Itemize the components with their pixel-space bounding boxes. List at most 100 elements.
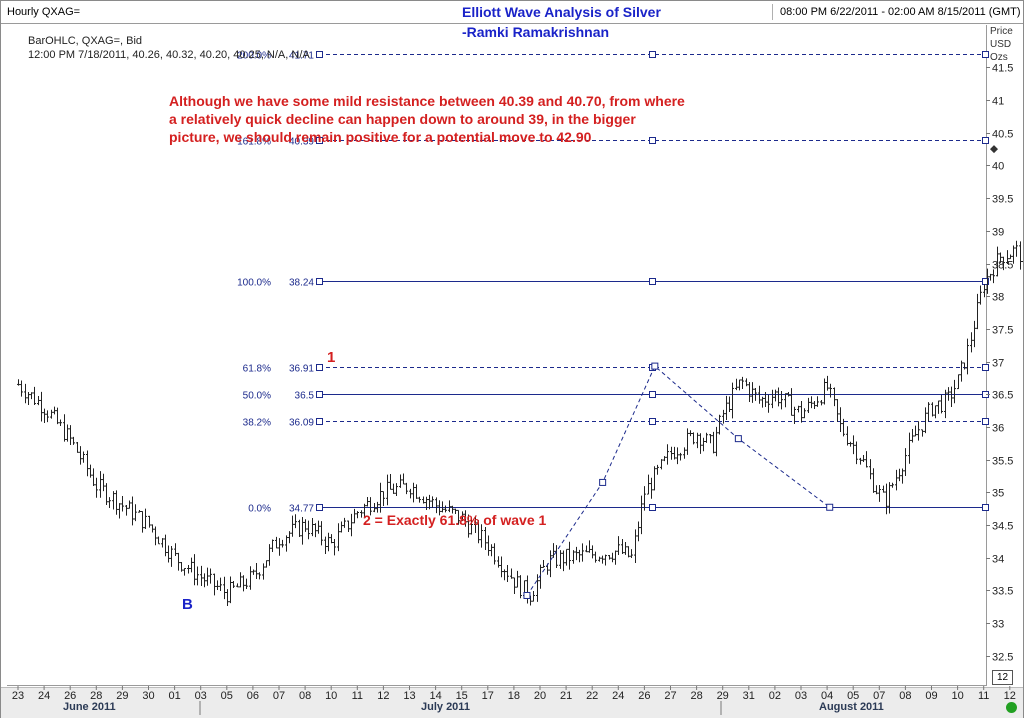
x-tick-label: 17	[482, 690, 494, 702]
axis-title-unit: Ozs	[990, 52, 1008, 63]
fib-level-handle	[316, 364, 323, 371]
header-divider	[772, 4, 773, 20]
fib-level-handle	[649, 51, 656, 58]
month-label-august: August 2011	[819, 701, 884, 713]
fib-level-handle	[649, 391, 656, 398]
fib-level-value: 36.91	[289, 364, 314, 375]
fib-level-value: 40.39	[289, 137, 314, 148]
x-tick-label: 07	[273, 690, 285, 702]
x-tick-label: 26	[638, 690, 650, 702]
fib-level-handle	[649, 418, 656, 425]
plot-area[interactable]	[7, 25, 987, 686]
y-tick-label: 41.5	[992, 63, 1013, 75]
y-tick-label: 36.5	[992, 390, 1013, 402]
last-price-marker	[990, 145, 998, 154]
fib-level-handle	[649, 504, 656, 511]
x-tick-label: 22	[586, 690, 598, 702]
x-tick-label: 14	[429, 690, 441, 702]
x-tick-label: 29	[116, 690, 128, 702]
fib-level-percent: 50.0%	[243, 391, 271, 402]
x-tick-label: 01	[168, 690, 180, 702]
x-tick-label: 28	[690, 690, 702, 702]
y-tick-label: 32.5	[992, 652, 1013, 664]
date-range: 08:00 PM 6/22/2011 - 02:00 AM 8/15/2011 …	[780, 6, 1021, 18]
x-tick-label: 27	[664, 690, 676, 702]
fib-level-percent: 161.8%	[237, 137, 271, 148]
x-tick-label: 12	[377, 690, 389, 702]
y-tick-label: 40.5	[992, 129, 1013, 141]
x-tick-label: 05	[221, 690, 233, 702]
x-tick-label: 02	[769, 690, 781, 702]
x-tick-label: 18	[508, 690, 520, 702]
fib-level-handle	[649, 278, 656, 285]
y-tick-label: 33.5	[992, 586, 1013, 598]
x-tick-label: 04	[821, 690, 833, 702]
x-tick-label: 08	[299, 690, 311, 702]
y-tick-label: 40	[992, 161, 1004, 173]
fib-level-handle	[649, 137, 656, 144]
fib-level-percent: 38.2%	[243, 418, 271, 429]
fib-pattern-handle	[599, 478, 607, 486]
fib-pattern-handle	[651, 362, 659, 370]
month-label-june: June 2011	[63, 701, 116, 713]
axis-title-price: Price	[990, 26, 1013, 37]
x-tick-label: 08	[899, 690, 911, 702]
fib-level-handle	[982, 418, 989, 425]
y-tick-label: 34	[992, 554, 1004, 566]
legend-line-2: 12:00 PM 7/18/2011, 40.26, 40.32, 40.20,…	[28, 49, 310, 61]
wave-b-label: B	[182, 596, 193, 613]
chart-subtitle: -Ramki Ramakrishnan	[462, 24, 610, 40]
y-tick-label: 33	[992, 619, 1004, 631]
x-tick-label: 03	[195, 690, 207, 702]
legend-line-1: BarOHLC, QXAG=, Bid	[28, 35, 143, 47]
fib-level-handle	[316, 51, 323, 58]
y-tick-label: 39	[992, 227, 1004, 239]
commentary-line-3: picture, we should remain positive for a…	[169, 129, 592, 145]
symbol-label: Hourly QXAG=	[7, 6, 81, 18]
y-tick-label: 37	[992, 358, 1004, 370]
fib-pattern-handle	[523, 591, 531, 599]
x-tick-label: 28	[90, 690, 102, 702]
wave-1-label: 1	[327, 349, 336, 366]
fib-level-handle	[982, 137, 989, 144]
fib-pattern	[523, 145, 998, 599]
zoom-badge[interactable]: 12	[992, 670, 1013, 685]
month-label-july: July 2011	[421, 701, 470, 713]
fib-pattern-handle	[734, 435, 742, 443]
x-tick-label: 21	[560, 690, 572, 702]
y-tick-label: 35	[992, 488, 1004, 500]
fib-level-handle	[316, 278, 323, 285]
y-tick-label: 36	[992, 423, 1004, 435]
x-tick-label: 06	[247, 690, 259, 702]
y-tick-label: 35.5	[992, 456, 1013, 468]
status-indicator-icon	[1006, 702, 1017, 713]
x-tick-label: 13	[403, 690, 415, 702]
x-tick-label: 29	[717, 690, 729, 702]
x-tick-label: 10	[951, 690, 963, 702]
y-ticks: 32.5 33 33.5 34 34.5 35 35.5 36 36.5 37 37.5 38 38.5…	[986, 63, 1013, 664]
time-axis[interactable]	[1, 687, 1023, 718]
x-tick-label: 20	[534, 690, 546, 702]
fib-level-handle	[316, 418, 323, 425]
y-tick-label: 39.5	[992, 194, 1013, 206]
price-axis[interactable]: Price USD Ozs	[987, 24, 1023, 686]
x-tick-label: 11	[978, 690, 989, 702]
x-tick-label: 03	[795, 690, 807, 702]
y-tick-label: 34.5	[992, 521, 1013, 533]
y-tick-label: 38	[992, 292, 1004, 304]
fib-level-percent: 61.8%	[243, 364, 271, 375]
title-bar: Hourly QXAG= Elliott Wave Analysis of Si…	[1, 1, 1023, 24]
fib-level-value: 34.77	[289, 504, 314, 515]
x-tick-label: 09	[925, 690, 937, 702]
y-tick-label: 37.5	[992, 325, 1013, 337]
fib-level-percent: 200.0%	[237, 51, 271, 62]
x-tick-label: 12	[1004, 690, 1016, 702]
fib-level-value: 36.5	[295, 391, 315, 402]
x-tick-label: 11	[352, 690, 363, 702]
commentary-line-2: a relatively quick decline can happen do…	[169, 111, 636, 127]
x-tick-label: 23	[12, 690, 24, 702]
fib-level-handle	[316, 504, 323, 511]
fib-level-handle	[982, 278, 989, 285]
chart-title: Elliott Wave Analysis of Silver	[462, 4, 661, 20]
